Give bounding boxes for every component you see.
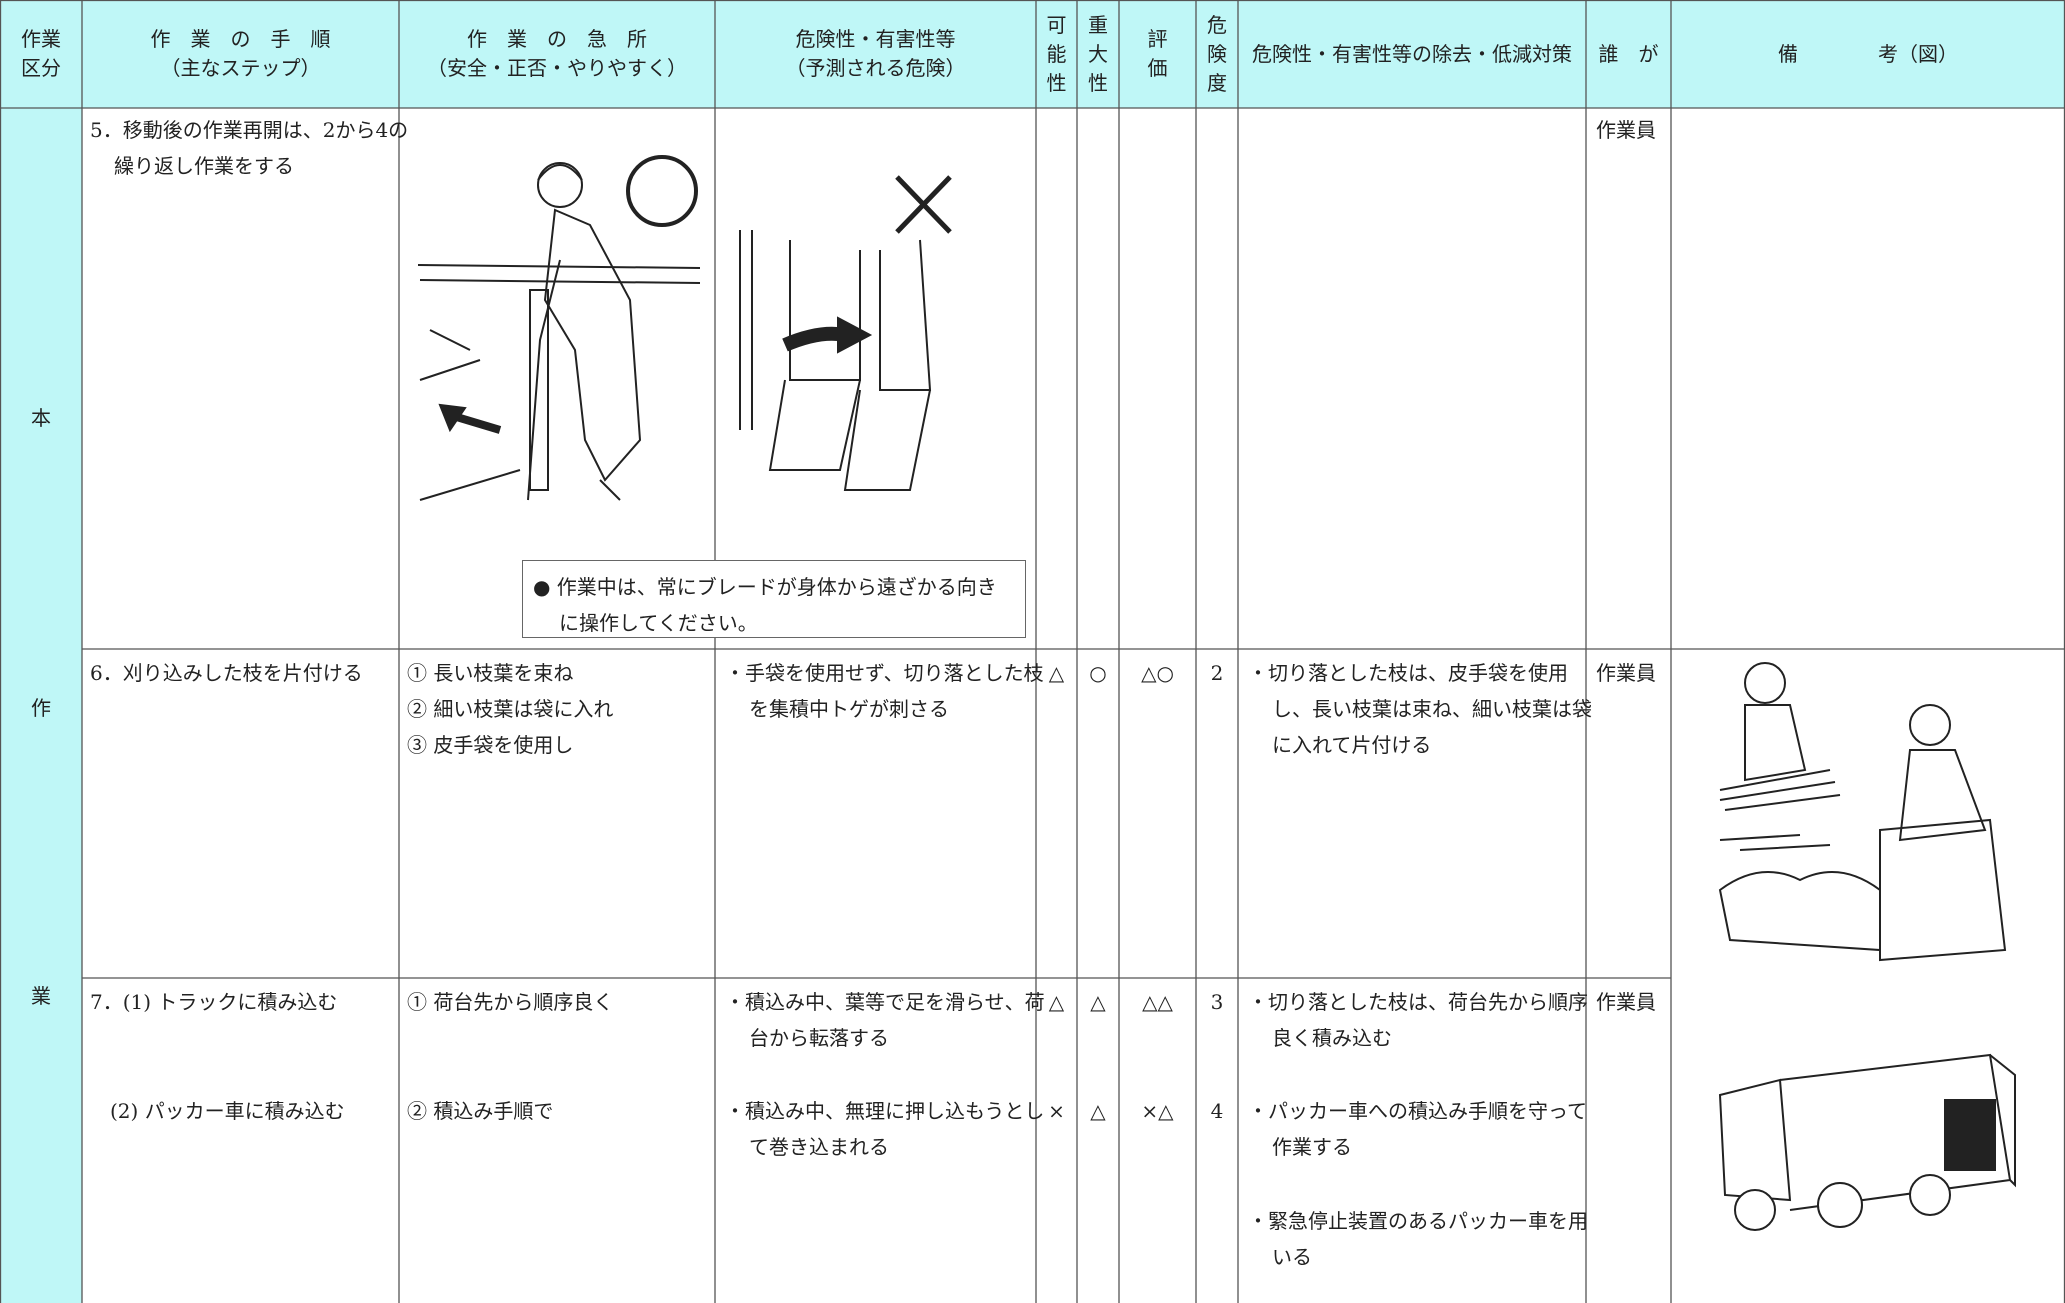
key-point: ② 積込み手順で: [407, 1099, 554, 1123]
measure-text: ・切り落とした枝は、荷台先から順序良く積み込む: [1248, 990, 1588, 1050]
evaluation-value: △○: [1141, 661, 1174, 685]
header-text: 能: [1046, 41, 1067, 66]
step-text: 7．(1) トラックに積み込む: [90, 990, 338, 1014]
header-text: 危: [1207, 12, 1227, 37]
risk-value: 4: [1210, 1099, 1224, 1123]
note-text: ● 作業中は、常にブレードが身体から遠ざかる向きに操作してください。: [533, 575, 997, 635]
header-text: 可: [1046, 12, 1067, 37]
key-point: ① 長い枝葉を束ね: [407, 661, 574, 685]
risk-value: 2: [1210, 661, 1224, 685]
hazard-text: ・積込み中、葉等で足を滑らせ、荷台から転落する: [725, 990, 1045, 1050]
measure-text: ・切り落とした枝は、皮手袋を使用し、長い枝葉は束ね、細い枝葉は袋に入れて片付ける: [1248, 661, 1592, 757]
hazard-text: ・手袋を使用せず、切り落とした枝を集積中トゲが刺さる: [725, 661, 1044, 721]
header-cell: 危険度: [1196, 0, 1238, 108]
possibility-value: △: [1048, 990, 1065, 1014]
header-text: 評: [1147, 27, 1168, 51]
header-cell: 危険性・有害性等の除去・低減対策: [1238, 0, 1586, 108]
header-text: 作 業 の 急 所: [467, 27, 647, 51]
illustration-wrong: [739, 175, 952, 491]
header-text: （安全・正否・やりやすく）: [427, 56, 687, 80]
header-text: 作業: [21, 27, 61, 51]
header-cell: 危険性・有害性等 （予測される危険）: [715, 0, 1036, 108]
risk-value: 3: [1210, 990, 1224, 1014]
category-bg: [0, 108, 82, 1303]
header-text: 価: [1147, 56, 1168, 80]
severity-value: △: [1090, 1099, 1106, 1123]
measure-text: ・パッカー車への積込み手順を守って作業する: [1248, 1099, 1587, 1159]
key-point: ① 荷台先から順序良く: [407, 990, 614, 1014]
key-point: ② 細い枝葉は袋に入れ: [407, 697, 614, 721]
header-text: 性: [1046, 70, 1067, 95]
header-cell: 重大性: [1077, 0, 1119, 108]
header-text: 危険性・有害性等の除去・低減対策: [1252, 41, 1572, 66]
header-text: 作 業 の 手 順: [150, 27, 331, 51]
header-text: 備 考（図）: [1778, 41, 1958, 66]
hazard-text: ・積込み中、無理に押し込もうとして巻き込まれる: [725, 1099, 1045, 1159]
step-text: 5．移動後の作業再開は、2から4の繰り返し作業をする: [90, 118, 409, 178]
category-char: 業: [31, 984, 51, 1008]
header-text: （予測される危険）: [785, 56, 966, 80]
header-text: 険: [1207, 41, 1227, 66]
header-cell: 評価: [1119, 0, 1196, 108]
severity-value: △: [1090, 990, 1106, 1014]
header-cell: 作 業 の 急 所 （安全・正否・やりやすく）: [399, 0, 715, 108]
illustration-packer-truck: [1718, 1053, 2016, 1231]
severity-value: ○: [1089, 661, 1107, 685]
who-text: 作業員: [1596, 990, 1656, 1014]
header-cell: 作業 区分: [0, 0, 82, 108]
evaluation-value: ×△: [1141, 1099, 1174, 1123]
header-text: 度: [1207, 70, 1227, 95]
step-text: 6．刈り込みした枝を片付ける: [90, 661, 363, 685]
header-text: 大: [1088, 41, 1108, 66]
who-text: 作業員: [1596, 661, 1656, 685]
measure-text: ・緊急停止装置のあるパッカー車を用いる: [1248, 1209, 1588, 1269]
header-cell: 作 業 の 手 順 （主なステップ）: [82, 0, 399, 108]
possibility-value: ×: [1048, 1099, 1065, 1123]
header-text: 区分: [21, 56, 61, 80]
illustration-branches: [1718, 662, 2007, 962]
safety-note: ● 作業中は、常にブレードが身体から遠ざかる向きに操作してください。: [522, 560, 1026, 638]
key-point: ③ 皮手袋を使用し: [407, 733, 574, 757]
category-char: 本: [31, 406, 51, 430]
header-bg: [0, 0, 2065, 108]
header-text: 危険性・有害性等: [795, 27, 956, 51]
category-char: 作: [31, 696, 51, 720]
header-text: （主なステップ）: [160, 56, 321, 80]
header-cell: 備 考（図）: [1671, 0, 2065, 108]
header-text: 重: [1088, 12, 1108, 37]
header-cell: 可能性: [1036, 0, 1077, 108]
header-cell: 誰 が: [1586, 0, 1671, 108]
evaluation-value: △△: [1142, 990, 1173, 1014]
who-text: 作業員: [1596, 118, 1656, 142]
header-text: 性: [1088, 70, 1108, 95]
step-text: (2) パッカー車に積み込む: [110, 1099, 345, 1123]
illustration-correct: [417, 155, 701, 501]
possibility-value: △: [1048, 661, 1065, 685]
header-text: 誰 が: [1598, 41, 1659, 66]
